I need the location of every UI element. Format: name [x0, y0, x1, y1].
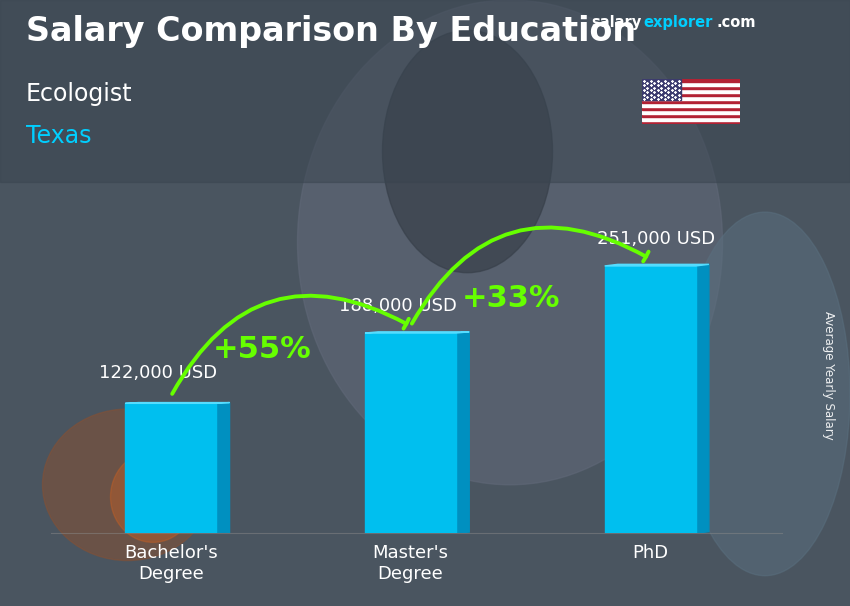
Ellipse shape: [382, 30, 552, 273]
Ellipse shape: [680, 212, 850, 576]
Bar: [604, 266, 695, 533]
Bar: [642, 96, 740, 100]
Text: 122,000 USD: 122,000 USD: [99, 364, 217, 382]
Text: explorer: explorer: [643, 15, 713, 30]
Text: 188,000 USD: 188,000 USD: [338, 298, 456, 316]
Polygon shape: [125, 402, 230, 404]
Text: 251,000 USD: 251,000 USD: [598, 230, 716, 248]
Polygon shape: [365, 332, 469, 333]
Ellipse shape: [110, 451, 196, 542]
Text: .com: .com: [717, 15, 756, 30]
Polygon shape: [604, 264, 709, 266]
Polygon shape: [695, 264, 709, 533]
Bar: [642, 79, 681, 100]
Bar: [642, 93, 740, 96]
Text: salary: salary: [591, 15, 641, 30]
Bar: [0, 0, 850, 182]
Bar: [642, 114, 740, 117]
Bar: [642, 121, 740, 124]
Bar: [642, 103, 740, 107]
Ellipse shape: [298, 0, 722, 485]
Bar: [642, 107, 740, 110]
Bar: [125, 404, 217, 533]
Bar: [642, 82, 740, 86]
Text: Ecologist: Ecologist: [26, 82, 132, 106]
Bar: [642, 100, 740, 103]
Bar: [365, 333, 456, 533]
Bar: [642, 89, 740, 93]
Text: Average Yearly Salary: Average Yearly Salary: [822, 311, 836, 440]
Bar: [642, 117, 740, 121]
Bar: [642, 79, 740, 82]
Bar: [642, 86, 740, 89]
Text: +55%: +55%: [212, 335, 311, 364]
Text: +33%: +33%: [462, 284, 560, 313]
Text: Texas: Texas: [26, 124, 91, 148]
Bar: [642, 110, 740, 114]
Ellipse shape: [42, 409, 212, 561]
Text: Salary Comparison By Education: Salary Comparison By Education: [26, 15, 636, 48]
Polygon shape: [456, 332, 469, 533]
Polygon shape: [217, 402, 230, 533]
